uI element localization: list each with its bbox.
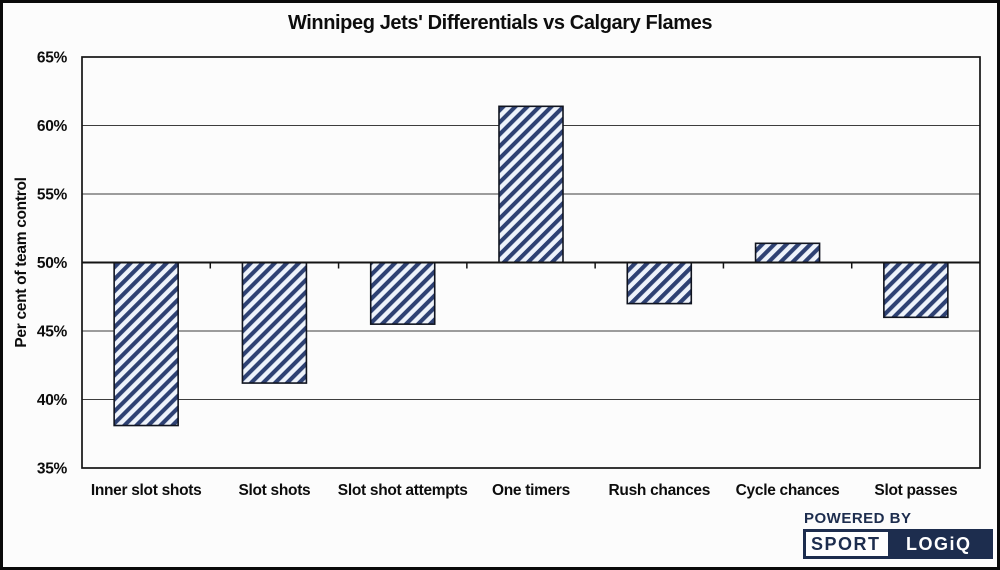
sport-wordmark: SPORT bbox=[806, 532, 888, 556]
plot-border bbox=[81, 56, 981, 469]
y-tick-label: 40% bbox=[37, 392, 68, 409]
powered-by-text: POWERED BY bbox=[804, 510, 912, 527]
bar-5 bbox=[754, 242, 821, 264]
bar-0 bbox=[113, 261, 179, 427]
y-tick-label: 50% bbox=[37, 255, 68, 272]
chart-title: Winnipeg Jets' Differentials vs Calgary … bbox=[287, 12, 713, 34]
logiq-wordmark: LOGiQ bbox=[887, 532, 990, 556]
x-category-label: One timers bbox=[492, 482, 570, 499]
x-category-label: Slot passes bbox=[874, 482, 957, 499]
bar-6 bbox=[883, 261, 949, 319]
y-tick-label: 55% bbox=[37, 187, 68, 204]
bar-chart: 35% 40% 45% 50% 55% 60% 65% Inner slot shots Slo… bbox=[13, 50, 981, 500]
bar-3 bbox=[498, 105, 564, 264]
x-category-label: Cycle chances bbox=[736, 482, 840, 499]
y-tick-label: 35% bbox=[37, 461, 68, 478]
y-tick-label: 65% bbox=[37, 50, 68, 67]
bar-2 bbox=[369, 261, 436, 325]
sportlogiq-logo: POWERED BY SPORT LOGiQ bbox=[803, 510, 993, 559]
x-category-label: Rush chances bbox=[609, 482, 711, 499]
bar-4 bbox=[626, 261, 693, 305]
y-axis-title: Per cent of team control bbox=[13, 177, 30, 347]
bars bbox=[113, 105, 949, 427]
x-category-label: Inner slot shots bbox=[91, 482, 202, 499]
x-category-label: Slot shots bbox=[238, 482, 310, 499]
axis-labels: 35% 40% 45% 50% 55% 60% 65% Inner slot shots Slo… bbox=[13, 50, 958, 500]
x-category-label: Slot shot attempts bbox=[338, 482, 468, 499]
sportlogiq-wordmark: SPORT LOGiQ bbox=[803, 529, 993, 559]
y-tick-label: 45% bbox=[37, 324, 68, 341]
bar-1 bbox=[241, 261, 308, 384]
y-tick-label: 60% bbox=[37, 118, 68, 135]
axes bbox=[81, 56, 981, 469]
